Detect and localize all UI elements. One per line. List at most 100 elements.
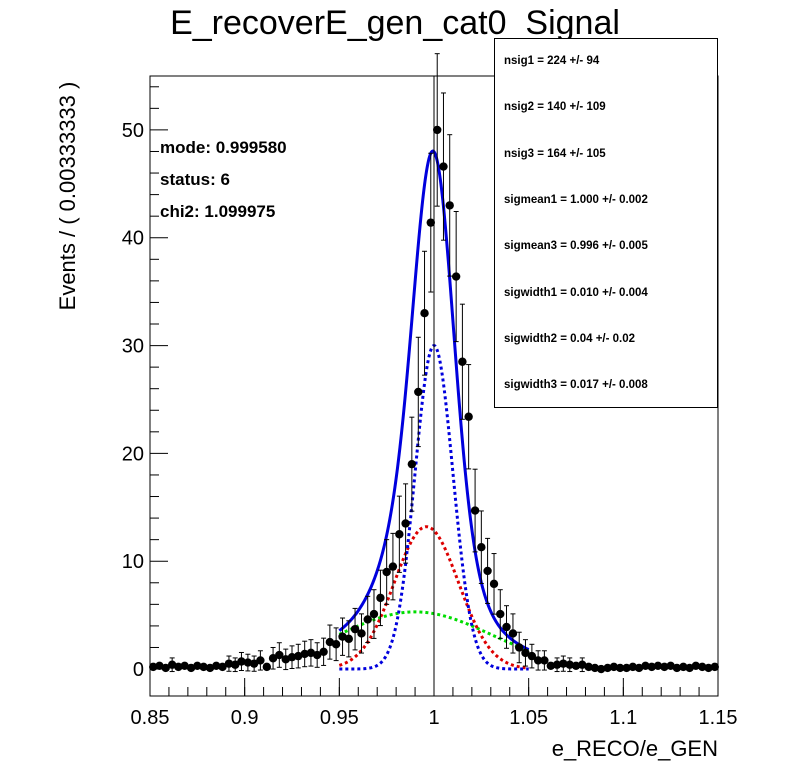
data-point bbox=[218, 662, 227, 672]
data-point bbox=[407, 459, 417, 469]
data-point bbox=[350, 624, 360, 634]
data-point bbox=[609, 662, 619, 672]
data-point bbox=[596, 664, 606, 674]
data-point bbox=[571, 661, 581, 671]
data-point bbox=[559, 659, 568, 668]
data-points bbox=[149, 53, 719, 674]
data-point bbox=[483, 566, 492, 576]
data-point bbox=[552, 660, 562, 669]
component-fit-curve bbox=[338, 525, 529, 670]
y-tick-label: 40 bbox=[122, 228, 144, 250]
data-point bbox=[628, 662, 637, 672]
axis-tick-labels: 0.85 0.9 0.95 1 1.05 1.1 1.15 0 10 20 30 40 50 bbox=[122, 120, 738, 729]
data-point bbox=[622, 663, 631, 673]
x-tick-label: 1 bbox=[428, 707, 439, 729]
data-point bbox=[193, 661, 202, 671]
y-tick-label: 0 bbox=[133, 659, 144, 681]
x-tick-label: 0.85 bbox=[131, 707, 170, 729]
data-point bbox=[439, 162, 448, 171]
data-point bbox=[704, 663, 713, 673]
data-point bbox=[363, 615, 372, 624]
data-point bbox=[489, 579, 499, 589]
data-point bbox=[508, 629, 518, 638]
data-point bbox=[603, 663, 612, 673]
param-sigwidth1: sigwidth1 = 0.010 +/- 0.004 bbox=[504, 287, 648, 299]
data-point bbox=[578, 660, 587, 669]
x-tick-label: 0.9 bbox=[231, 707, 259, 729]
data-point bbox=[262, 662, 272, 672]
y-axis-label: Events / ( 0.00333333 ) bbox=[55, 81, 80, 311]
x-axis-label: e_RECO/e_GEN bbox=[551, 736, 718, 761]
data-point bbox=[357, 629, 366, 638]
annotation-mode: mode: 0.999580 bbox=[160, 138, 287, 157]
data-point bbox=[312, 650, 322, 660]
data-point bbox=[634, 663, 644, 673]
data-point bbox=[395, 530, 404, 539]
x-tick-label: 1.15 bbox=[699, 707, 738, 729]
data-point bbox=[451, 272, 461, 281]
data-point bbox=[464, 412, 473, 421]
data-point bbox=[161, 663, 170, 673]
data-point bbox=[710, 662, 719, 672]
data-point bbox=[300, 649, 309, 659]
data-point bbox=[445, 201, 454, 210]
data-point bbox=[180, 661, 189, 671]
param-sigwidth2: sigwidth2 = 0.04 +/- 0.02 bbox=[504, 333, 636, 345]
data-point bbox=[212, 661, 221, 671]
fit-parameter-box: nsig1 = 224 +/- 94 nsig2 = 140 +/- 109 n… bbox=[494, 38, 718, 408]
x-tick-label: 1.05 bbox=[509, 707, 548, 729]
data-point bbox=[653, 661, 663, 671]
data-point bbox=[420, 309, 429, 318]
data-point bbox=[433, 125, 442, 135]
data-point bbox=[546, 661, 556, 671]
y-tick-label: 10 bbox=[122, 551, 144, 573]
data-point bbox=[287, 652, 297, 662]
data-point bbox=[401, 519, 410, 528]
data-point bbox=[590, 663, 600, 673]
data-point bbox=[698, 662, 707, 672]
data-point bbox=[470, 506, 480, 515]
data-point bbox=[496, 609, 505, 619]
param-sigmean1: sigmean1 = 1.000 +/- 0.002 bbox=[504, 194, 648, 206]
data-point bbox=[615, 663, 625, 673]
data-point bbox=[540, 656, 549, 665]
data-point bbox=[319, 647, 328, 656]
data-point bbox=[515, 643, 524, 652]
data-point bbox=[331, 640, 341, 649]
data-point bbox=[414, 387, 423, 397]
param-nsig2: nsig2 = 140 +/- 109 bbox=[504, 101, 606, 113]
data-point bbox=[199, 662, 208, 672]
x-tick-label: 1.1 bbox=[609, 707, 637, 729]
param-sigmean3: sigmean3 = 0.996 +/- 0.005 bbox=[504, 240, 648, 252]
data-point bbox=[679, 662, 688, 672]
data-point bbox=[369, 609, 379, 619]
param-nsig3: nsig3 = 164 +/- 105 bbox=[504, 148, 606, 160]
data-point bbox=[672, 663, 682, 673]
y-tick-label: 30 bbox=[122, 336, 144, 358]
data-point bbox=[243, 658, 253, 667]
y-tick-label: 50 bbox=[122, 120, 144, 142]
data-point bbox=[641, 661, 650, 671]
data-point bbox=[388, 562, 398, 571]
chart-title: E_recoverE_gen_cat0_Signal bbox=[170, 4, 620, 42]
y-tick-label: 20 bbox=[122, 443, 144, 465]
data-point bbox=[565, 660, 574, 669]
data-point bbox=[174, 662, 183, 672]
data-point bbox=[382, 567, 391, 577]
annotation-status: status: 6 bbox=[160, 170, 230, 189]
data-point bbox=[249, 659, 259, 668]
param-nsig1: nsig1 = 224 +/- 94 bbox=[504, 55, 600, 67]
data-point bbox=[426, 218, 435, 227]
data-point bbox=[376, 593, 385, 603]
data-point bbox=[224, 659, 234, 668]
data-point bbox=[275, 650, 284, 660]
data-point bbox=[237, 657, 246, 666]
data-point bbox=[584, 662, 593, 672]
data-point bbox=[294, 651, 303, 661]
x-tick-label: 0.95 bbox=[320, 707, 359, 729]
data-point bbox=[502, 622, 511, 632]
data-point bbox=[256, 656, 265, 665]
data-point bbox=[533, 656, 543, 665]
data-point bbox=[477, 543, 486, 552]
annotation-chi2: chi2: 1.099975 bbox=[160, 202, 276, 221]
